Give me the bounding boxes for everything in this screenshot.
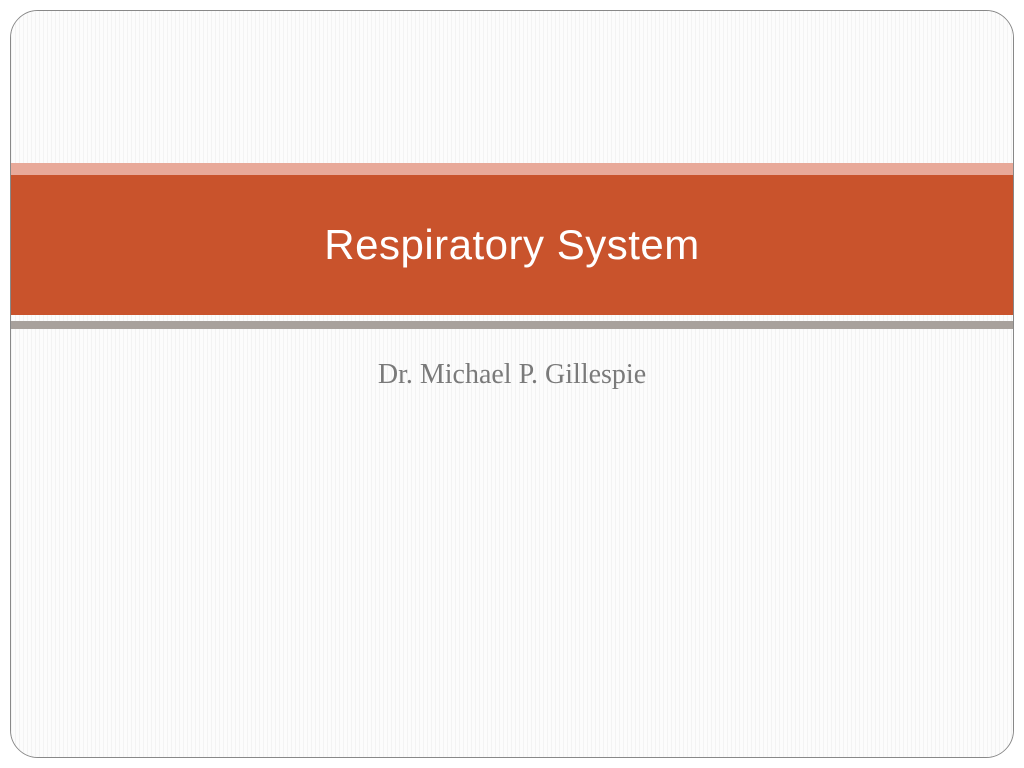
- slide-title: Respiratory System: [324, 221, 699, 269]
- accent-stripe-bottom: [11, 321, 1013, 329]
- accent-stripe-top: [11, 163, 1013, 175]
- slide-frame: Respiratory System Dr. Michael P. Gilles…: [10, 10, 1014, 758]
- title-band: Respiratory System: [11, 163, 1013, 329]
- slide-subtitle: Dr. Michael P. Gillespie: [11, 359, 1013, 391]
- main-title-band: Respiratory System: [11, 175, 1013, 315]
